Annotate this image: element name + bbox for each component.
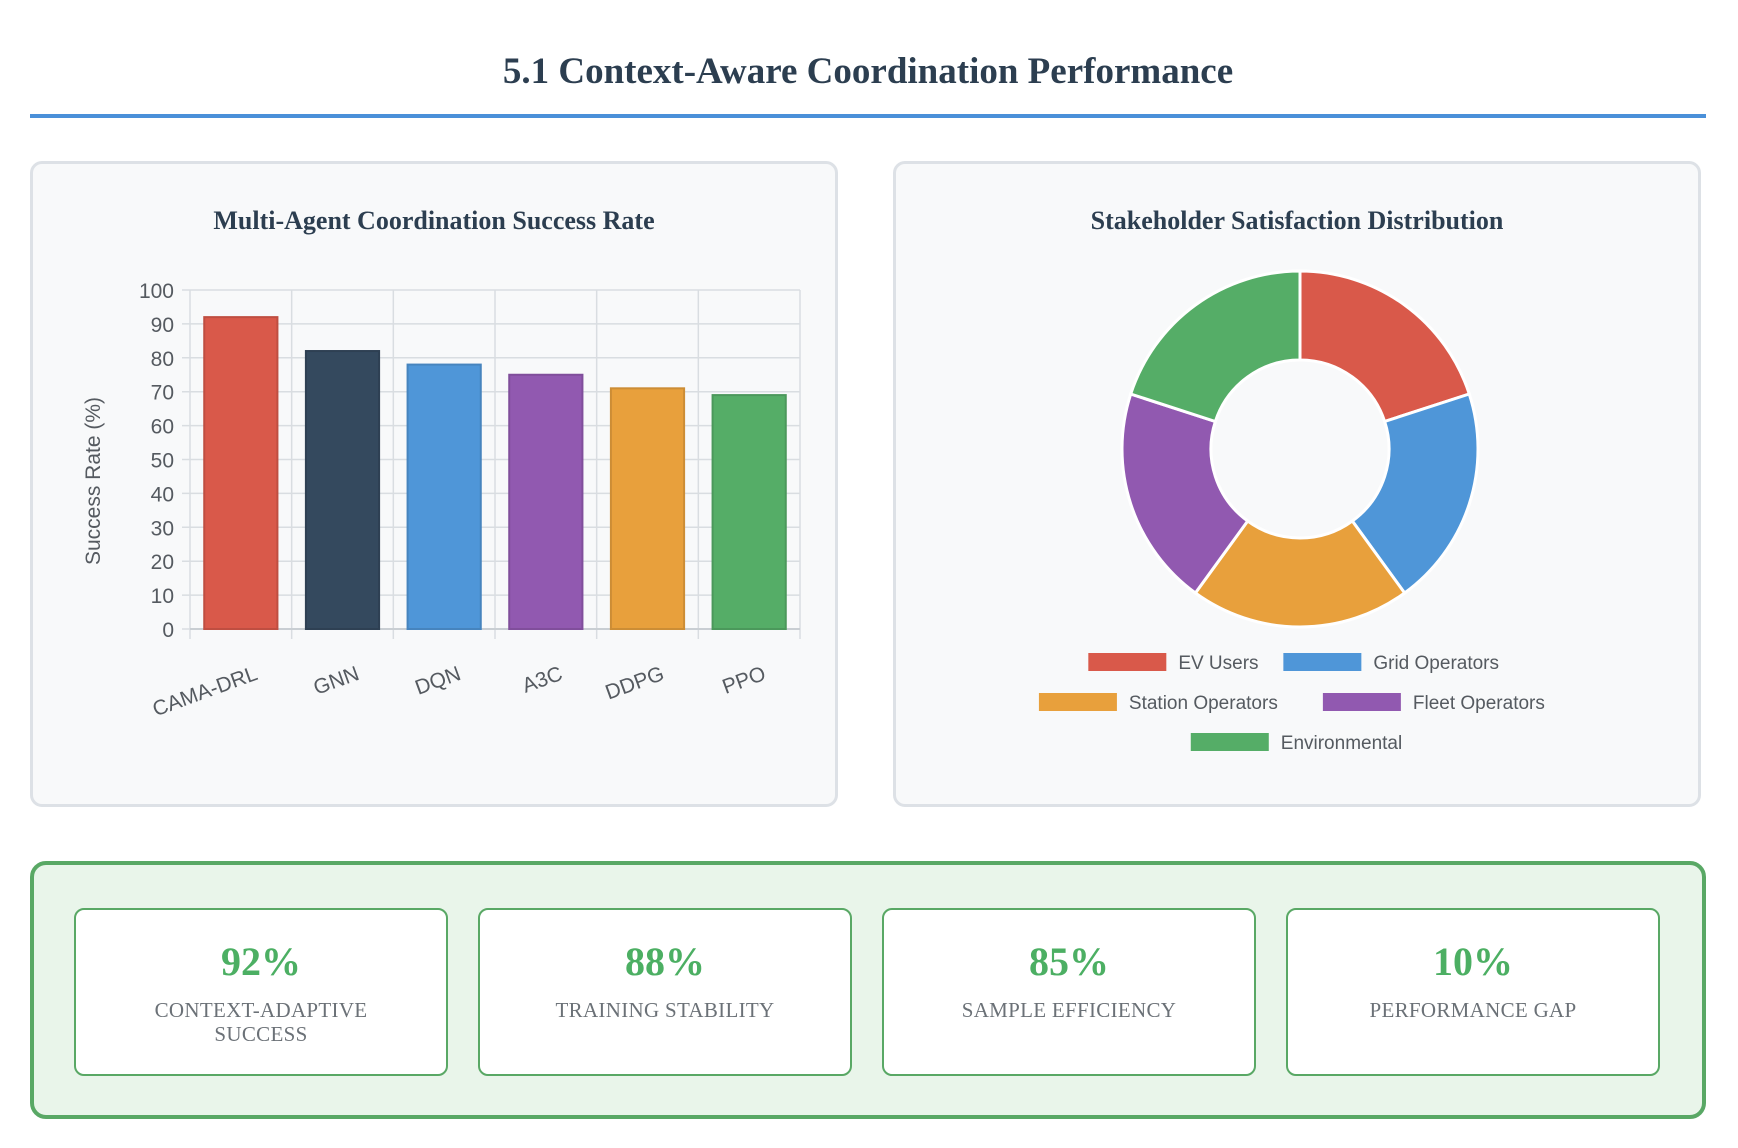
legend-item-ev-users[interactable]: EV Users [1088, 653, 1259, 674]
slice-grid-operators [1350, 392, 1480, 596]
metric-label: Training Stability [555, 998, 775, 1022]
y-tick-label: 10 [151, 585, 174, 608]
doughnut-chart: EV Users Grid Operators Station Operators F… [1038, 269, 1545, 754]
y-tick-label: 40 [151, 483, 174, 506]
metric-label: Sample Efficiency [961, 998, 1177, 1022]
legend-swatch [1283, 653, 1362, 671]
metric-value: 92% [221, 939, 301, 984]
y-tick-label: 80 [151, 348, 174, 371]
y-tick-label: 20 [151, 551, 174, 574]
x-tick-label: CAMA-DRL [150, 662, 261, 721]
bar-chart-y-axis-label: Success Rate (%) [82, 397, 105, 565]
y-tick-label: 70 [151, 382, 174, 405]
legend-label: EV Users [1178, 653, 1258, 674]
legend-item-environmental[interactable]: Environmental [1190, 733, 1402, 754]
x-tick-label: A3C [519, 662, 565, 698]
y-tick-label: 60 [151, 416, 174, 439]
x-tick-label: DQN [412, 662, 464, 700]
y-tick-label: 100 [139, 280, 174, 303]
metrics-summary: 92% Context-Adaptive Success 88% Trainin… [30, 861, 1706, 1119]
y-tick-label: 0 [162, 619, 174, 642]
metric-card: 88% Training Stability [478, 908, 852, 1076]
legend-label: Station Operators [1129, 693, 1278, 714]
legend-label: Grid Operators [1373, 653, 1499, 674]
doughnut-chart-title: Stakeholder Satisfaction Distribution [1090, 206, 1504, 235]
metric-value: 88% [625, 939, 705, 984]
bar-cama-drl [203, 316, 279, 630]
legend-label: Fleet Operators [1413, 693, 1545, 714]
slice-ev-users [1298, 269, 1472, 424]
legend-swatch [1088, 653, 1167, 671]
metric-value: 10% [1433, 939, 1513, 984]
bar-chart: 0 10 20 30 40 50 60 70 80 90 100 CAMA-DRL GNN DQN A3C… [82, 280, 801, 721]
page-title: 5.1 Context-Aware Coordination Performan… [502, 51, 1234, 92]
y-tick-label: 90 [151, 314, 174, 337]
title-divider [30, 114, 1706, 118]
bar-chart-bars [203, 316, 787, 631]
doughnut-slices [1120, 269, 1480, 629]
bar-chart-panel: Multi-Agent Coordination Success Rate 0 1… [30, 161, 838, 807]
metric-label: Performance Gap [1369, 998, 1577, 1022]
metric-label: Context-Adaptive Success [154, 998, 368, 1046]
legend-item-fleet-operators[interactable]: Fleet Operators [1322, 693, 1545, 714]
metric-card: 10% Performance Gap [1286, 908, 1660, 1076]
legend-item-grid-operators[interactable]: Grid Operators [1283, 653, 1499, 674]
bar-dqn [406, 363, 482, 631]
metric-card: 85% Sample Efficiency [882, 908, 1256, 1076]
metric-card: 92% Context-Adaptive Success [74, 908, 448, 1076]
legend-swatch [1038, 693, 1117, 711]
doughnut-legend: EV Users Grid Operators Station Operators F… [1038, 653, 1545, 754]
legend-swatch [1322, 693, 1401, 711]
bar-chart-title: Multi-Agent Coordination Success Rate [213, 206, 655, 235]
slice-fleet-operators [1120, 392, 1250, 596]
metric-value: 85% [1029, 939, 1109, 984]
bar-chart-grid [182, 289, 801, 639]
legend-swatch [1190, 733, 1269, 751]
legend-label: Environmental [1281, 733, 1402, 754]
y-tick-label: 30 [151, 517, 174, 540]
bar-ddpg [609, 387, 686, 630]
bar-chart-y-ticks: 0 10 20 30 40 50 60 70 80 90 100 [139, 280, 174, 642]
x-tick-label: PPO [719, 662, 769, 699]
bar-a3c [508, 373, 584, 630]
y-tick-label: 50 [151, 450, 174, 473]
doughnut-chart-panel: Stakeholder Satisfaction Distribution EV… [893, 161, 1701, 807]
x-tick-label: DDPG [602, 662, 667, 704]
slice-environmental [1128, 269, 1302, 424]
bar-ppo [711, 394, 787, 630]
slice-station-operators [1193, 518, 1407, 629]
x-tick-label: GNN [310, 662, 362, 700]
bar-chart-x-ticks: CAMA-DRL GNN DQN A3C DDPG PPO [150, 662, 769, 721]
legend-item-station-operators[interactable]: Station Operators [1038, 693, 1278, 714]
bar-gnn [304, 350, 381, 631]
